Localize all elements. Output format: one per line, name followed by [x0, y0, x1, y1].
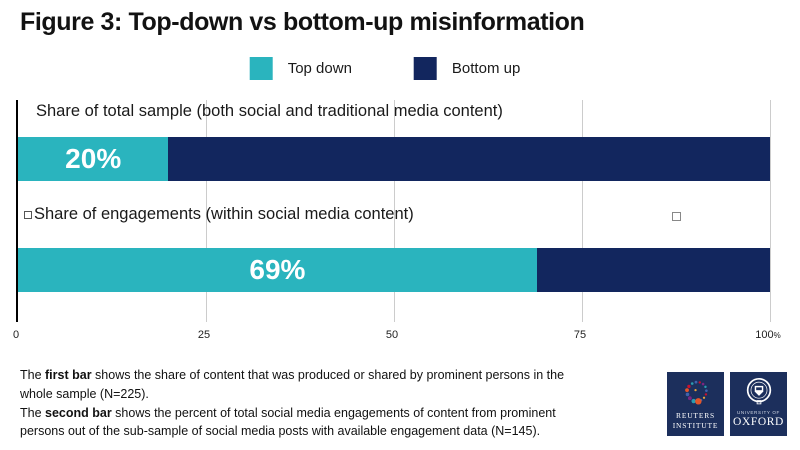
gridline-100	[770, 100, 771, 322]
x-tick-100: 100%	[755, 329, 780, 341]
footnote-bold-text: second bar	[45, 405, 112, 420]
reuters-line1: REUTERS	[676, 411, 715, 420]
x-tick-100-number: 100	[755, 329, 774, 341]
footnote-text: The	[20, 368, 46, 382]
stray-square-marker-icon	[672, 212, 682, 221]
x-axis: 0 25 50 75 100%	[12, 329, 781, 345]
reuters-institute-logo: REUTERS INSTITUTE	[667, 372, 724, 436]
legend-item-top-down: Top down	[249, 57, 352, 80]
category-label-engagements: Share of engagements (within social medi…	[24, 205, 414, 224]
footnote-line-2: The second bar shows the percent of tota…	[20, 404, 600, 442]
stacked-bar-chart: Share of total sample (both social and t…	[16, 100, 771, 322]
legend-item-bottom-up: Bottom up	[413, 57, 521, 80]
bar-segment-top-down: 20%	[18, 137, 169, 181]
category-label-text: Share of engagements (within social medi…	[34, 205, 414, 223]
footnote-text: shows the percent of total social media …	[20, 405, 556, 439]
footnote-text: shows the share of content that was prod…	[20, 368, 565, 401]
x-tick-percent-suffix: %	[773, 331, 781, 340]
x-tick-50: 50	[385, 329, 399, 341]
reuters-dot-spiral-icon	[684, 380, 708, 405]
legend-swatch-bottom-up	[413, 57, 437, 80]
x-tick-0: 0	[12, 329, 20, 341]
figure-title: Figure 3: Top-down vs bottom-up misinfor…	[20, 8, 585, 36]
bar-segment-bottom-up	[536, 248, 770, 292]
figure-footnote: The first bar shows the share of content…	[20, 366, 600, 441]
oxford-line2: OXFORD	[733, 416, 784, 428]
gridline-75	[582, 100, 583, 322]
square-marker-icon	[24, 210, 32, 219]
bar-segment-bottom-up	[168, 137, 770, 181]
oxford-logo-text: UNIVERSITY OF OXFORD	[733, 410, 784, 428]
bar-value-label: 20%	[65, 143, 122, 174]
x-tick-25: 25	[197, 329, 211, 341]
x-tick-75: 75	[573, 329, 587, 341]
gridline-25	[206, 100, 207, 322]
footnote-bold-text: first bar	[45, 368, 92, 382]
footnote-text: The	[20, 405, 46, 420]
bar-total-sample: 20%	[18, 137, 770, 181]
category-label-text: Share of total sample (both social and t…	[36, 102, 503, 120]
bar-engagements: 69%	[18, 248, 770, 292]
legend-label: Bottom up	[451, 60, 521, 77]
legend-label: Top down	[287, 60, 352, 77]
logo-group: REUTERS INSTITUTE UNIVERSITY OF OXFORD	[667, 372, 787, 436]
oxford-university-logo: UNIVERSITY OF OXFORD	[730, 372, 787, 436]
gridline-50	[394, 100, 395, 322]
oxford-crest-icon	[746, 377, 771, 405]
chart-legend: Top down Bottom up	[249, 57, 521, 80]
bar-segment-top-down: 69%	[18, 248, 537, 292]
category-label-total-sample: Share of total sample (both social and t…	[36, 102, 503, 121]
reuters-line2: INSTITUTE	[672, 420, 719, 430]
bar-value-label: 69%	[249, 254, 306, 285]
oxford-line1: UNIVERSITY OF	[737, 410, 780, 415]
legend-swatch-top-down	[249, 57, 273, 80]
reuters-logo-text: REUTERS INSTITUTE	[673, 411, 719, 431]
footnote-line-1: The first bar shows the share of content…	[20, 366, 600, 404]
